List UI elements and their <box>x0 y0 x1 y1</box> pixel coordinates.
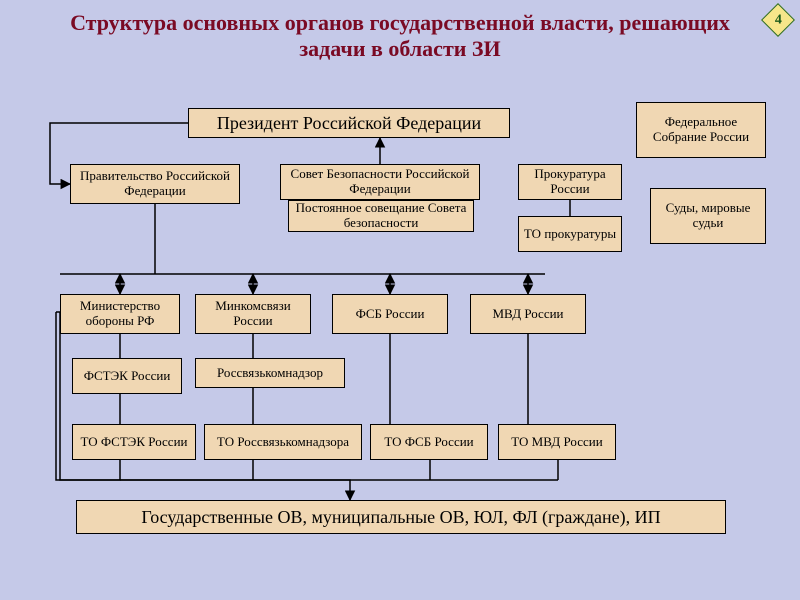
edge <box>56 312 350 500</box>
node-sec_meeting: Постоянное совещание Совета безопасности <box>288 200 474 232</box>
node-mincom: Минкомсвязи России <box>195 294 311 334</box>
node-fed_assembly: Федеральное Собрание России <box>636 102 766 158</box>
node-to_mvd: ТО МВД России <box>498 424 616 460</box>
node-rossvyaz: Россвязькомнадзор <box>195 358 345 388</box>
node-courts: Суды, мировые судьи <box>650 188 766 244</box>
node-fsb: ФСБ России <box>332 294 448 334</box>
page-title: Структура основных органов государственн… <box>60 10 740 63</box>
node-mvd: МВД России <box>470 294 586 334</box>
node-sec_council: Совет Безопасности Российской Федерации <box>280 164 480 200</box>
node-to_fstec: ТО ФСТЭК России <box>72 424 196 460</box>
node-mod: Министерство обороны РФ <box>60 294 180 334</box>
node-prosecutor: Прокуратура России <box>518 164 622 200</box>
slide-number: 4 <box>775 12 782 28</box>
node-to_prosec: ТО прокуратуры <box>518 216 622 252</box>
node-fstec: ФСТЭК России <box>72 358 182 394</box>
node-government: Правительство Российской Федерации <box>70 164 240 204</box>
node-to_fsb: ТО ФСБ России <box>370 424 488 460</box>
slide-number-badge: 4 <box>761 3 795 37</box>
node-to_rossvyaz: ТО Россвязькомнадзора <box>204 424 362 460</box>
node-president: Президент Российской Федерации <box>188 108 510 138</box>
node-bottom: Государственные ОВ, муниципальные ОВ, ЮЛ… <box>76 500 726 534</box>
